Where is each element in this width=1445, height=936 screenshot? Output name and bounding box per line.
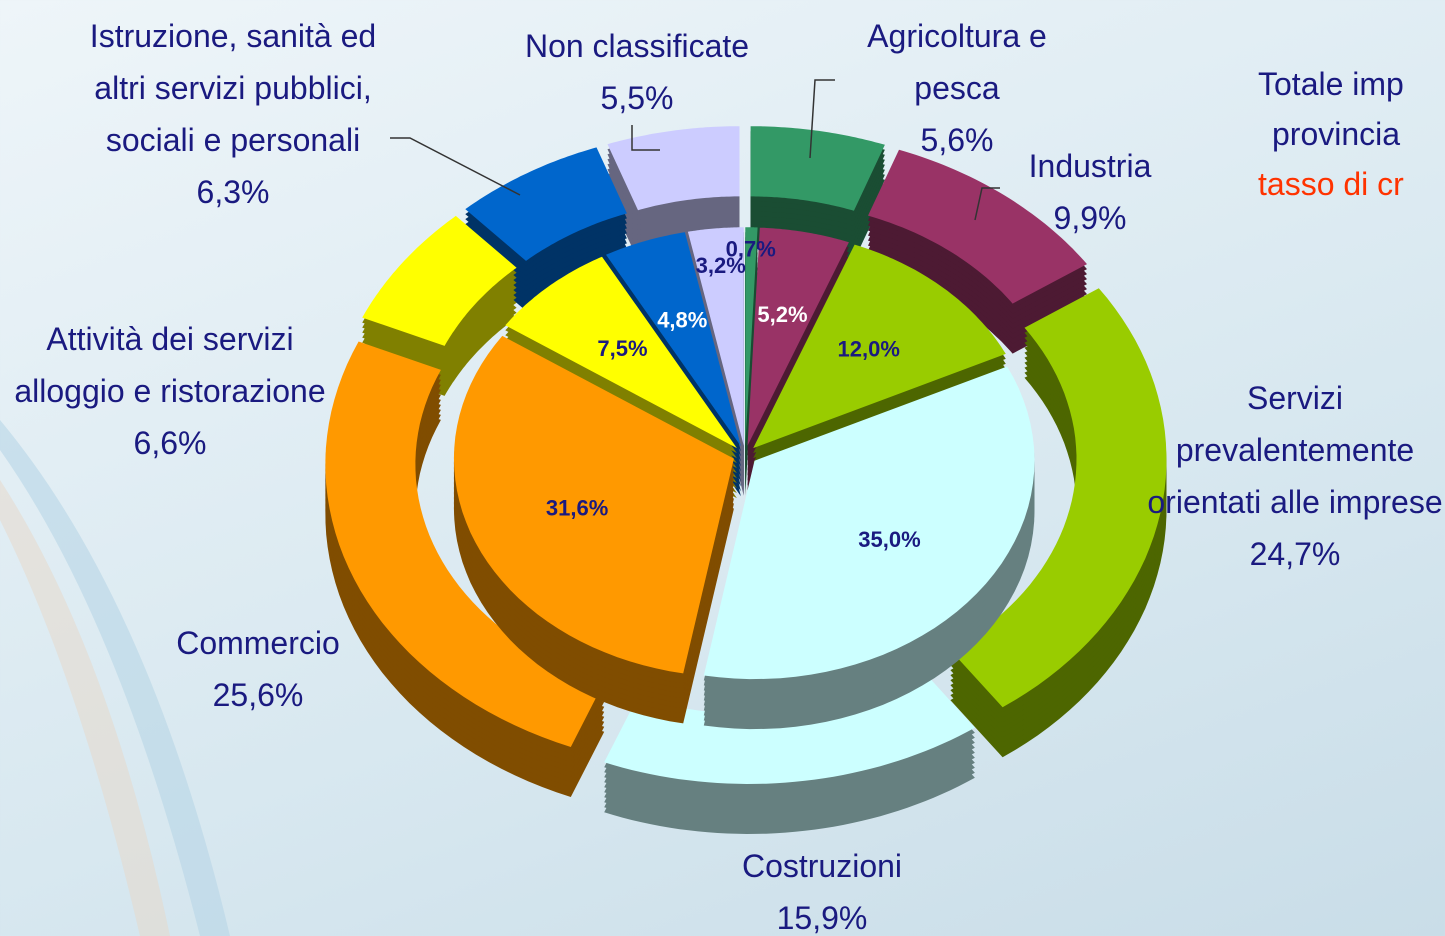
slice — [362, 215, 517, 346]
category-name: Non classificate — [524, 28, 750, 64]
value-label: 6,3% — [196, 174, 270, 210]
slice — [747, 227, 849, 446]
value-label: 5,5% — [600, 80, 674, 116]
category-name: Istruzione, sanità ed altri servizi pubb… — [89, 18, 377, 158]
category-label: Attività dei servizi alloggio e ristoraz… — [5, 313, 335, 469]
category-label: Commercio 25,6% — [128, 617, 388, 721]
slice — [868, 149, 1087, 304]
category-label: Costruzioni 15,9% — [672, 840, 972, 936]
annotation: Totale imp — [1258, 66, 1404, 102]
inner-value-label: 7,5% — [597, 336, 647, 361]
annotation: provincia — [1272, 116, 1401, 152]
slice — [950, 288, 1167, 708]
category-name: Agricoltura e pesca — [867, 18, 1047, 106]
value-label: 15,9% — [776, 900, 868, 936]
inner-value-label: 3,2% — [696, 253, 746, 278]
inner-value-label: 35,0% — [858, 527, 920, 552]
slice — [607, 126, 740, 211]
value-label: 6,6% — [133, 425, 207, 461]
category-name: Costruzioni — [741, 848, 903, 884]
rings: 0,7% 5,2% 12,0% 35,0% 31,6% 7,5% 4,8% 3,2% — [325, 126, 1167, 834]
leader-lines — [390, 79, 1000, 221]
slice — [505, 256, 737, 449]
leader-line — [390, 137, 521, 196]
leader-line — [809, 79, 835, 159]
slice — [750, 126, 885, 211]
leader-line — [631, 125, 660, 151]
inner-value-label: 4,8% — [657, 308, 707, 333]
category-label: Industria 9,9% — [990, 140, 1190, 244]
category-label: Non classificate 5,5% — [487, 20, 787, 124]
slice — [687, 227, 744, 446]
slice — [465, 147, 627, 261]
value-label: 9,9% — [1053, 200, 1127, 236]
decor-streak — [0, 480, 170, 936]
inner-value-label: 31,6% — [546, 496, 608, 521]
category-label: Servizi prevalentemente orientati alle i… — [1145, 372, 1445, 580]
category-name: Attività dei servizi alloggio e ristoraz… — [14, 321, 326, 409]
leader-line — [974, 187, 1000, 221]
slice — [325, 341, 605, 747]
slice — [745, 227, 758, 446]
slice — [753, 244, 1006, 449]
category-label: Istruzione, sanità ed altri servizi pubb… — [68, 10, 398, 218]
decor-streak — [0, 420, 230, 936]
value-label: 5,6% — [920, 122, 994, 158]
inner-value-label: 5,2% — [757, 302, 807, 327]
category-name: Industria — [1028, 148, 1152, 184]
category-name: Servizi prevalentemente orientati alle i… — [1147, 380, 1443, 520]
value-label: 24,7% — [1249, 536, 1341, 572]
value-label: 25,6% — [212, 677, 304, 713]
category-name: Commercio — [176, 625, 340, 661]
slice — [606, 232, 741, 447]
inner-value-label: 12,0% — [838, 337, 900, 362]
inner-value-label: 0,7% — [726, 237, 776, 262]
category-label: Agricoltura e pesca 5,6% — [832, 10, 1082, 166]
slice — [703, 366, 1035, 680]
annotation: tasso di cr — [1258, 166, 1404, 202]
slice — [453, 335, 734, 674]
